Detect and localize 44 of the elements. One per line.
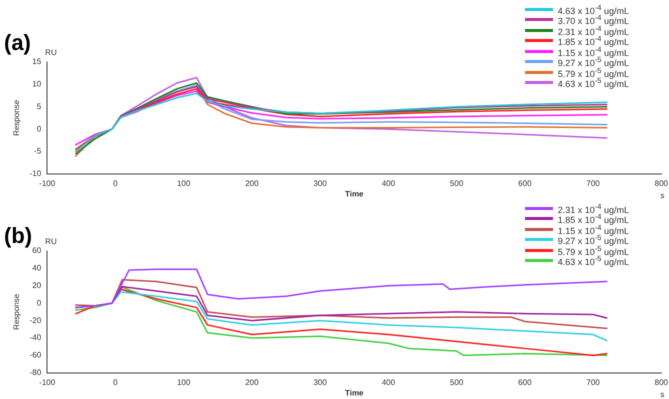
text: s [660,191,664,200]
x-tick-label: 800 [654,378,669,387]
x-tick-label: 600 [518,178,532,188]
y-tick-label: -10 [30,169,42,178]
y-tick-label: 40 [32,264,42,273]
y-tick-label: 15 [32,57,42,66]
x-tick-label: 100 [176,178,191,188]
x-axis-title: Time [344,189,364,198]
x-tick-label: -100 [39,378,56,387]
x-tick-label: 0 [113,378,118,387]
y-tick-label: 20 [32,281,42,290]
y-tick-label: -5 [34,146,42,156]
y-tick-label: -40 [30,333,42,342]
x-tick-label: 400 [382,178,396,188]
chart-title: (b) [4,223,32,249]
x-tick-label: 200 [245,378,260,387]
x-tick-label: 700 [586,178,600,188]
y-tick-label: -60 [30,350,42,360]
y-tick-label: 60 [32,246,42,256]
y-axis-title: Response [12,99,22,136]
y-tick-label: 10 [32,80,42,89]
text: RU [45,237,57,246]
x-axis-title: Time [344,388,364,398]
x-tick-label: -100 [39,178,56,188]
x-tick-label: 700 [586,378,600,387]
x-tick-label: 800 [654,178,669,188]
y-tick-label: -20 [30,316,42,325]
text: RU [45,48,57,58]
x-tick-label: 200 [245,178,260,188]
x-tick-label: 500 [450,178,464,188]
x-tick-label: 300 [313,178,328,188]
y-tick-label: 5 [36,102,42,111]
x-tick-label: 100 [176,378,191,387]
x-tick-label: 400 [382,378,396,387]
text: s [660,390,664,399]
y-tick-label: 0 [36,124,42,134]
chart-title: (a) [4,30,31,56]
x-tick-label: 300 [313,378,328,387]
x-tick-label: 500 [450,378,464,387]
y-axis-title: Response [12,293,22,330]
x-tick-label: 600 [518,378,532,387]
y-tick-label: 0 [36,298,42,308]
x-tick-label: 0 [113,178,118,188]
y-tick-label: -80 [30,368,42,378]
